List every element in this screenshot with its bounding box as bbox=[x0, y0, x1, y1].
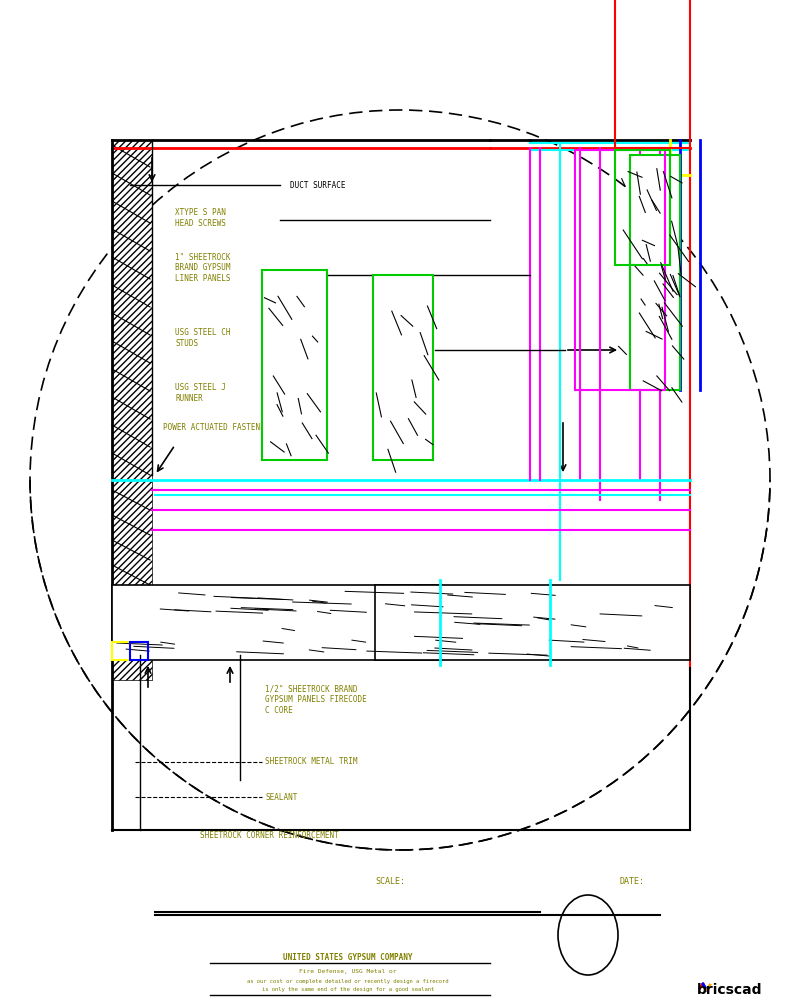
Bar bbox=[375, 585, 690, 660]
Text: USG STEEL J
RUNNER: USG STEEL J RUNNER bbox=[175, 383, 226, 402]
Bar bbox=[130, 642, 148, 660]
Text: USG STEEL CH
STUDS: USG STEEL CH STUDS bbox=[175, 328, 230, 347]
Bar bbox=[373, 275, 433, 460]
Text: is only the same end of the design for a good sealant: is only the same end of the design for a… bbox=[262, 988, 434, 993]
Bar bbox=[112, 585, 442, 660]
Text: SHEETROCK METAL TRIM: SHEETROCK METAL TRIM bbox=[265, 758, 358, 767]
Bar bbox=[630, 155, 680, 390]
Text: UNITED STATES GYPSUM COMPANY: UNITED STATES GYPSUM COMPANY bbox=[283, 953, 413, 962]
Text: 1/2" SHEETROCK BRAND
GYPSUM PANELS FIRECODE
C CORE: 1/2" SHEETROCK BRAND GYPSUM PANELS FIREC… bbox=[265, 685, 366, 715]
Text: DATE:: DATE: bbox=[620, 878, 645, 887]
Text: SHEETROCK CORNER REINFORCEMENT: SHEETROCK CORNER REINFORCEMENT bbox=[200, 831, 338, 840]
Text: XTYPE S PAN
HEAD SCREWS: XTYPE S PAN HEAD SCREWS bbox=[175, 208, 226, 227]
Text: SCALE:: SCALE: bbox=[375, 878, 405, 887]
Text: SEALANT: SEALANT bbox=[265, 793, 298, 802]
Text: POWER ACTUATED FASTENERS: POWER ACTUATED FASTENERS bbox=[163, 423, 274, 432]
Text: 1" SHEETROCK
BRAND GYPSUM
LINER PANELS: 1" SHEETROCK BRAND GYPSUM LINER PANELS bbox=[175, 253, 230, 283]
Text: bricscad: bricscad bbox=[698, 983, 762, 997]
Text: as our cost or complete detailed or recently design a firecord: as our cost or complete detailed or rece… bbox=[247, 980, 449, 985]
Text: Fire Defense, USG Metal or: Fire Defense, USG Metal or bbox=[299, 970, 397, 975]
Bar bbox=[615, 0, 690, 148]
Bar bbox=[112, 642, 130, 660]
Text: DUCT SURFACE: DUCT SURFACE bbox=[290, 180, 346, 189]
Bar bbox=[112, 140, 152, 680]
Bar bbox=[575, 150, 665, 390]
Bar bbox=[262, 270, 327, 460]
